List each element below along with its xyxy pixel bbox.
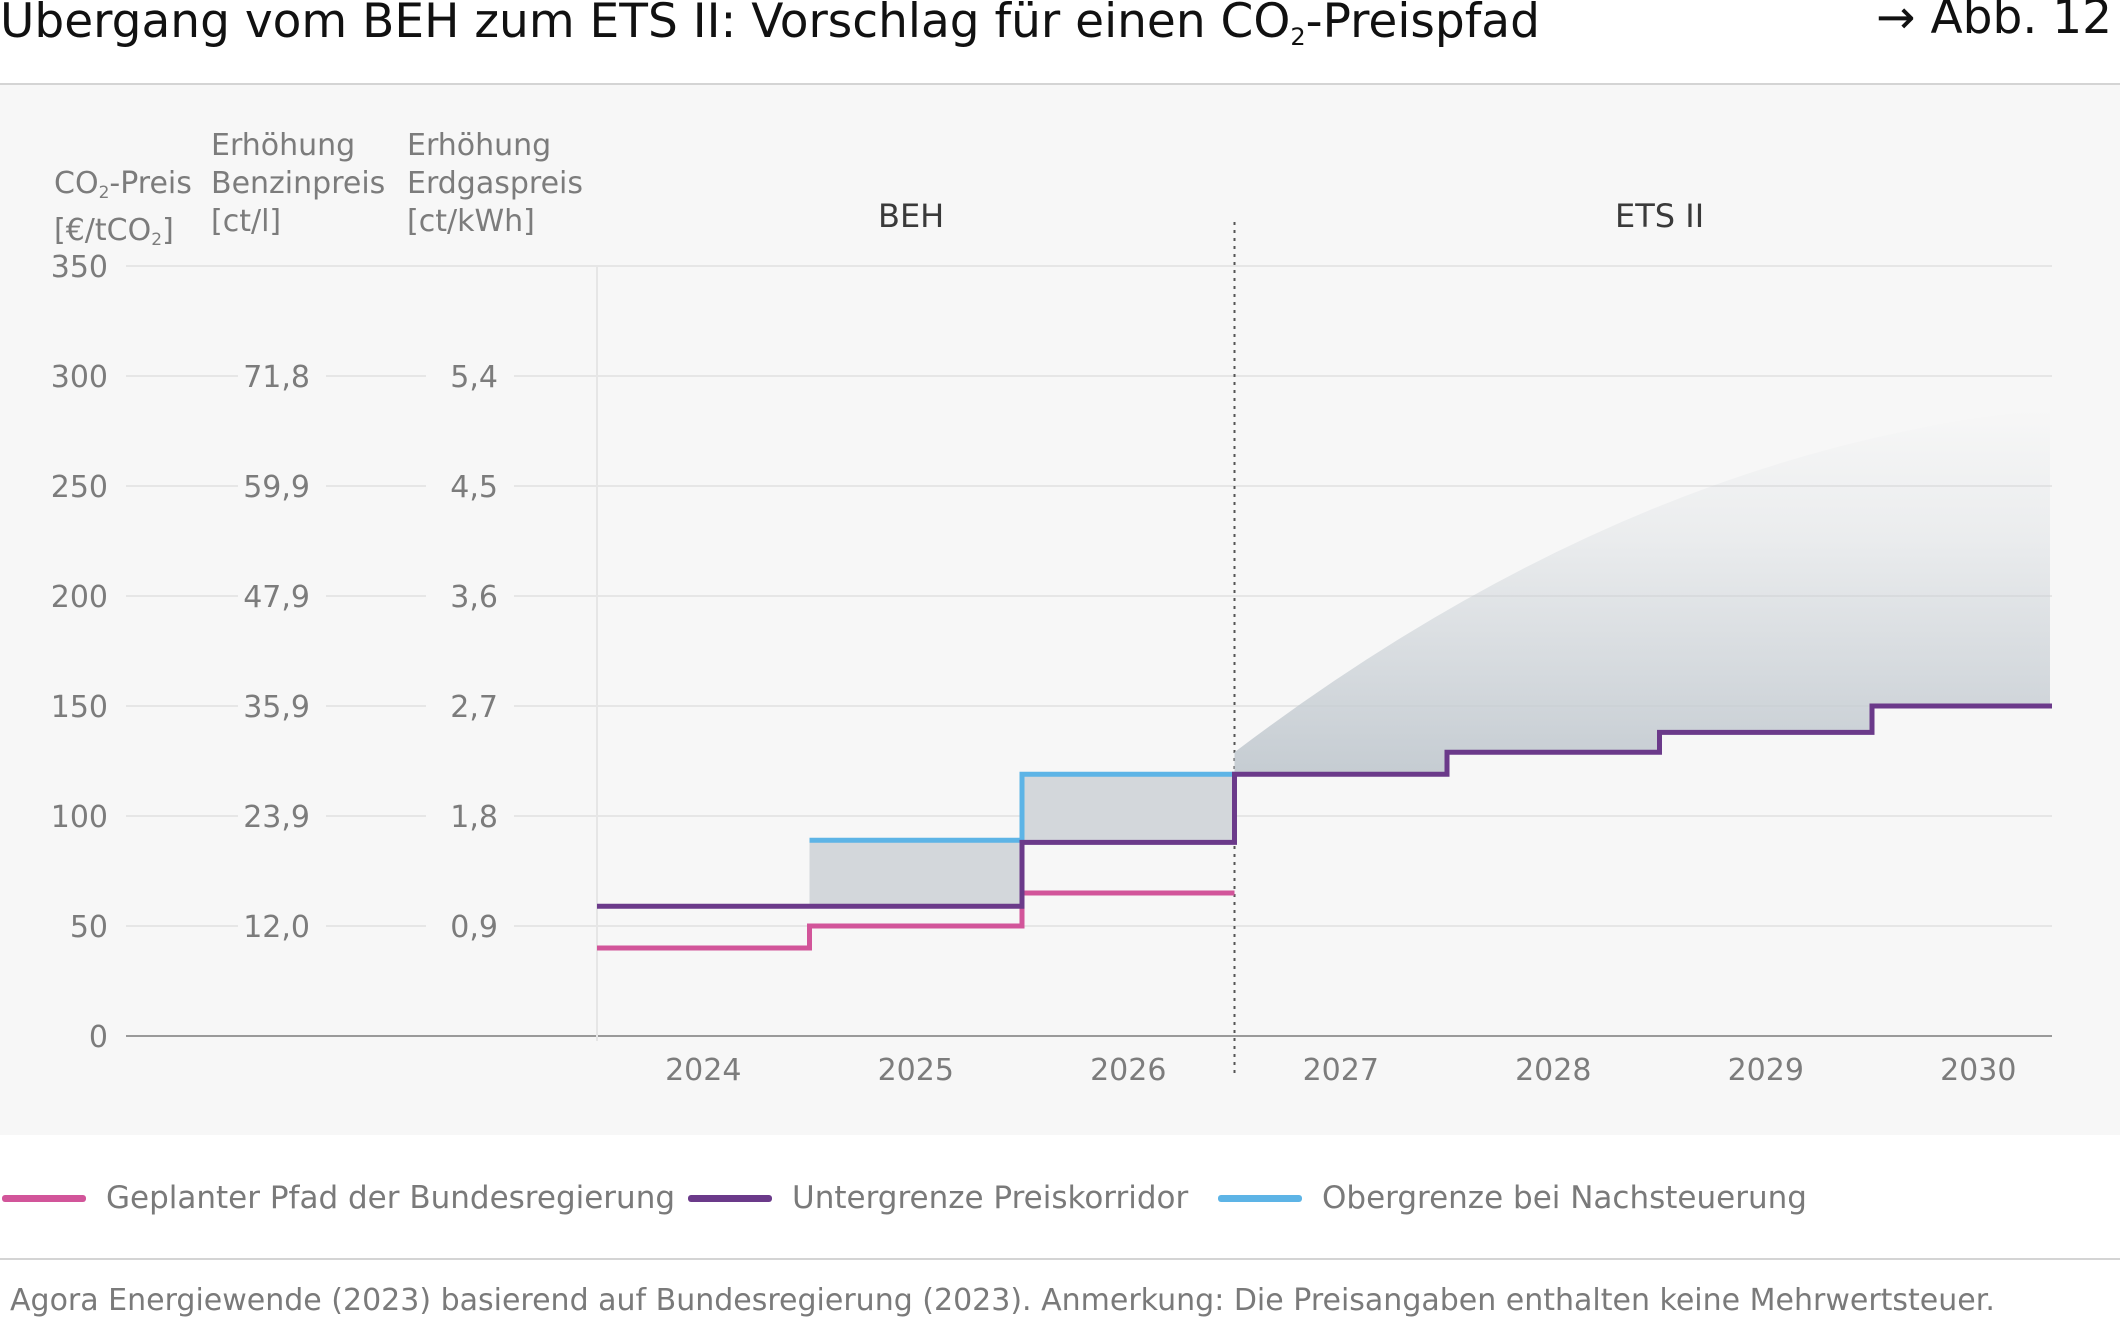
secondary-tick-label: 2,7 (450, 690, 498, 725)
benzin-axis-header: Erhöhung Benzinpreis [ct/l] (211, 128, 386, 239)
y-tick-label: 300 (51, 360, 108, 395)
tick-label-gap (238, 590, 326, 602)
legend-swatch-planned (2, 1194, 86, 1202)
source-note: Agora Energiewende (2023) basierend auf … (10, 1283, 1995, 1318)
y-tick-label: 200 (51, 580, 108, 615)
tick-label-gap (426, 590, 514, 602)
x-tick-label: 2030 (1940, 1053, 2016, 1088)
legend: Geplanter Pfad der Bundesregierung Unter… (0, 1180, 2120, 1230)
erdgas-axis-header: Erhöhung Erdgaspreis [ct/kWh] (407, 128, 584, 239)
top-divider (0, 83, 2120, 85)
figure-reference[interactable]: → Abb. 12 (1876, 0, 2112, 45)
adjustment-gap-area (809, 840, 1022, 907)
y-tick-label: 350 (51, 250, 108, 285)
y-tick-label: 100 (51, 800, 108, 835)
page-title: Übergang vom BEH zum ETS II: Vorschlag f… (0, 0, 1540, 51)
tick-label-gap (238, 700, 326, 712)
tick-label-gap (238, 920, 326, 932)
series-line-upper (809, 771, 1235, 843)
legend-swatch-lower (688, 1194, 772, 1202)
legend-label-planned: Geplanter Pfad der Bundesregierung (106, 1180, 676, 1216)
adjustment-gap-area (1022, 774, 1235, 843)
y-tick-label: 50 (70, 910, 108, 945)
period-label-beh: BEH (878, 197, 945, 235)
x-tick-label: 2024 (665, 1053, 741, 1088)
tick-label-gap (426, 700, 514, 712)
y-tick-label: 0 (89, 1020, 108, 1055)
legend-item-planned[interactable]: Geplanter Pfad der Bundesregierung (2, 1180, 675, 1216)
x-tick-label: 2028 (1515, 1053, 1591, 1088)
secondary-tick-label: 3,6 (450, 580, 498, 615)
bottom-divider (0, 1258, 2120, 1260)
tick-label-gap (238, 370, 326, 382)
tick-label-gap (426, 920, 514, 932)
period-label-ets: ETS II (1615, 197, 1705, 235)
series-line-lower (597, 703, 2052, 909)
co2-axis-header: CO2-Preis [€/tCO2] (54, 166, 192, 250)
secondary-tick-label: 4,5 (450, 470, 498, 505)
secondary-tick-label: 35,9 (243, 690, 310, 725)
tick-label-gap (426, 370, 514, 382)
secondary-tick-label: 1,8 (450, 800, 498, 835)
legend-item-lower[interactable]: Untergrenze Preiskorridor (688, 1180, 1188, 1216)
legend-label-lower: Untergrenze Preiskorridor (792, 1180, 1189, 1216)
y-tick-label: 150 (51, 690, 108, 725)
secondary-tick-label: 71,8 (243, 360, 310, 395)
secondary-tick-label: 5,4 (450, 360, 498, 395)
x-tick-label: 2027 (1303, 1053, 1379, 1088)
x-tick-label: 2025 (878, 1053, 954, 1088)
price-corridor-area (1234, 409, 2085, 775)
secondary-tick-label: 47,9 (243, 580, 310, 615)
secondary-tick-label: 0,9 (450, 910, 498, 945)
tick-label-gap (426, 810, 514, 822)
secondary-tick-label: 12,0 (243, 910, 310, 945)
legend-swatch-upper (1218, 1194, 1302, 1202)
x-tick-label: 2029 (1728, 1053, 1804, 1088)
x-tick-label: 2026 (1090, 1053, 1166, 1088)
tick-label-gap (238, 810, 326, 822)
tick-label-gap (426, 480, 514, 492)
secondary-tick-label: 59,9 (243, 470, 310, 505)
series-line-planned (597, 890, 1235, 951)
legend-item-upper[interactable]: Obergrenze bei Nachsteuerung (1218, 1180, 1807, 1216)
y-tick-label: 250 (51, 470, 108, 505)
secondary-tick-label: 23,9 (243, 800, 310, 835)
legend-label-upper: Obergrenze bei Nachsteuerung (1322, 1180, 1807, 1216)
tick-label-gap (238, 480, 326, 492)
